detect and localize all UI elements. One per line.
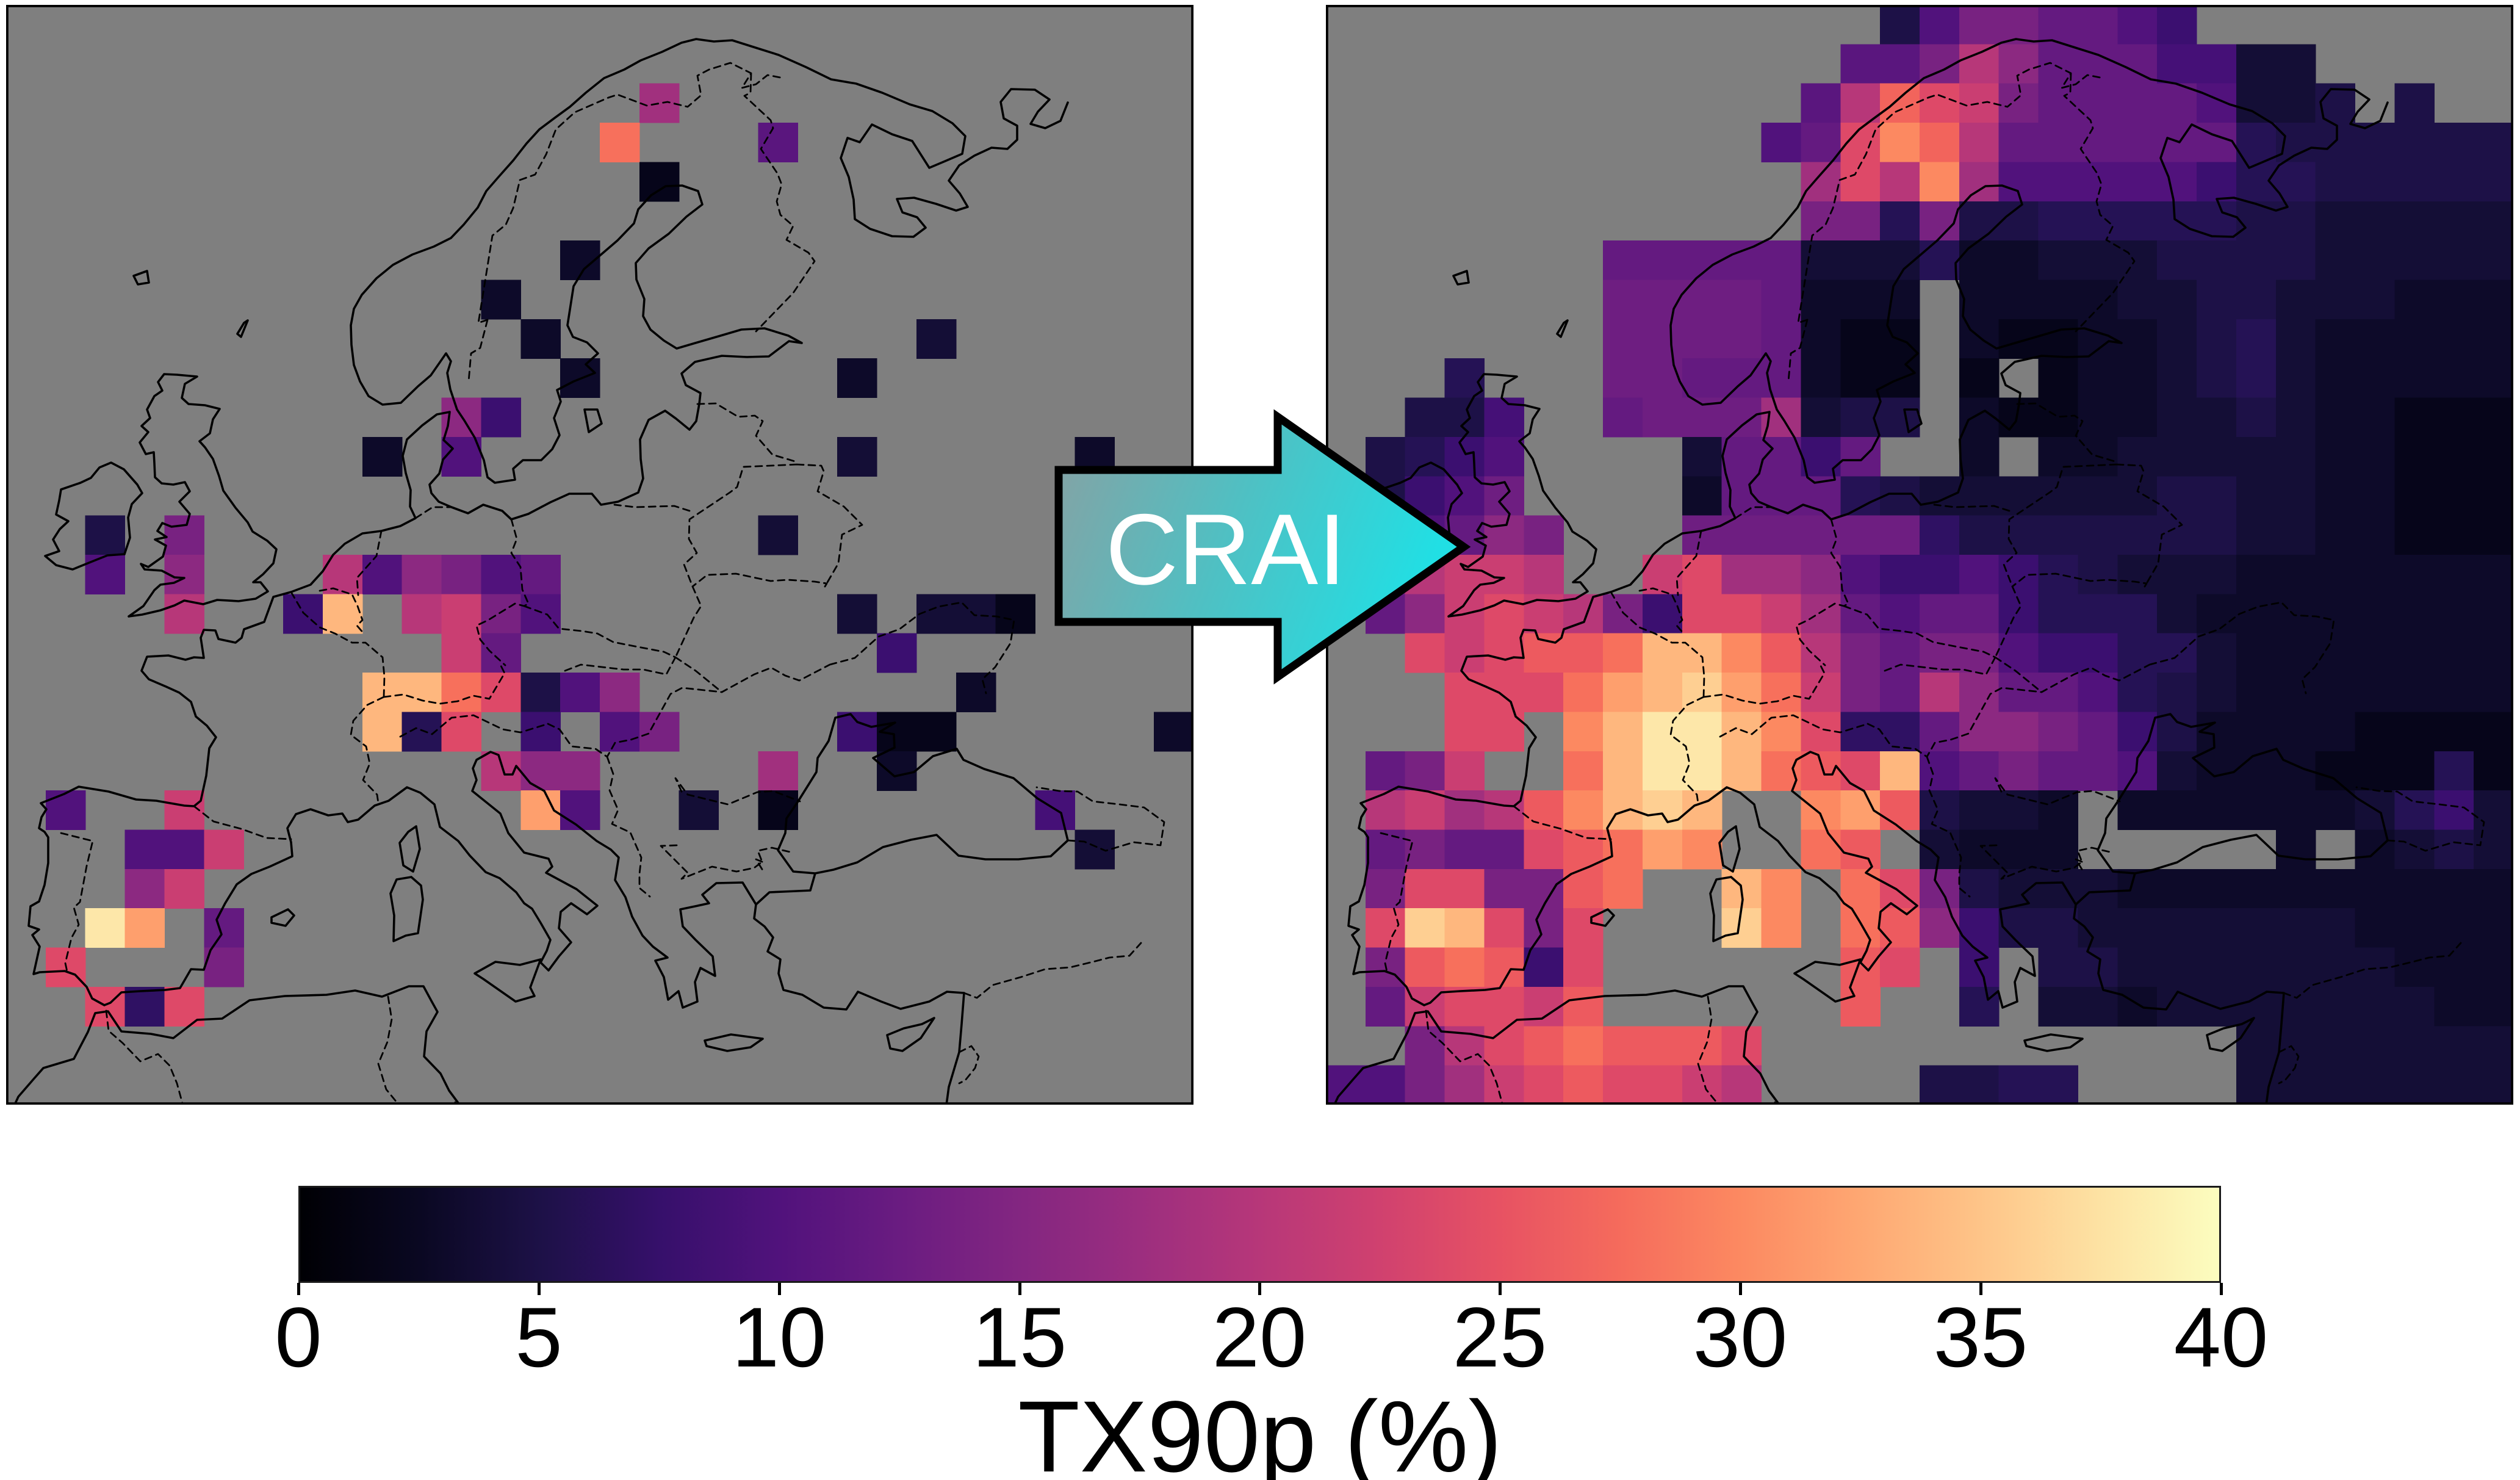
svg-text:CRAI: CRAI [1106,493,1346,605]
